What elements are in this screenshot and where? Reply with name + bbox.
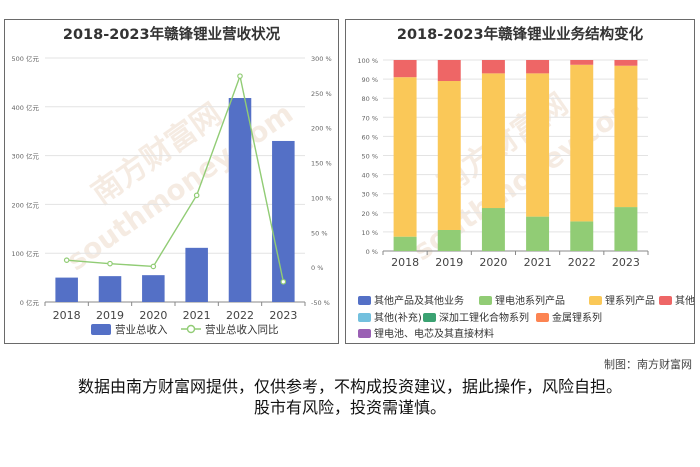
stack-segment (481, 60, 505, 74)
y-right-tick-label: 50 % (311, 229, 328, 237)
y-left-tick-label: 0 亿元 (20, 298, 40, 307)
disclaimer-line2: 股市有风险，投资需谨慎。 (253, 398, 446, 417)
legend-swatch (358, 329, 371, 338)
y-tick-label: 80 % (361, 95, 378, 103)
legend-bar-swatch (91, 324, 111, 335)
stack-segment (481, 73, 505, 209)
yoy-point (150, 263, 157, 270)
y-tick-label: 40 % (361, 172, 378, 180)
y-left-tick-label: 500 亿元 (12, 54, 40, 63)
y-tick-label: 90 % (361, 76, 378, 84)
stack-segment (526, 73, 550, 217)
x-tick-label: 2019 (96, 309, 124, 322)
legend-swatch (536, 313, 549, 322)
legend-label: 深加工锂化合物系列 (439, 311, 529, 324)
yoy-line (66, 73, 285, 282)
legend-swatch (589, 296, 602, 305)
y-tick-label: 0 % (366, 248, 378, 256)
y-tick-label: 50 % (361, 153, 378, 161)
x-tick-label: 2023 (269, 309, 297, 322)
chart-credit: 制图：南方财富网 (604, 358, 692, 371)
legend-label: 金属锂系列 (552, 311, 602, 324)
yoy-point (280, 278, 287, 285)
legend-swatch (479, 296, 492, 305)
legend-label: 锂电池系列产品 (495, 294, 565, 307)
revenue-chart-title: 2018-2023年赣锋锂业营收状况 (62, 27, 281, 43)
revenue-bar (272, 140, 295, 302)
legend-label: 锂系列产品 (605, 294, 655, 307)
y-tick-label: 70 % (361, 114, 378, 122)
legend-label: 锂电池、电芯及其直接材料 (374, 327, 494, 340)
stack-segment (570, 64, 594, 222)
legend-line-label: 营业总收入同比 (205, 323, 279, 336)
y-right-tick-label: 200 % (311, 125, 332, 133)
y-right-tick-label: 250 % (311, 90, 332, 98)
revenue-bar (228, 98, 252, 303)
y-left-tick-label: 300 亿元 (12, 152, 40, 161)
stack-segment (614, 60, 638, 66)
revenue-chart-panel: 2018-2023年赣锋锂业营收状况 南方财富网 southmoney.com 0 … (4, 19, 339, 344)
x-tick-label: 2020 (479, 256, 507, 269)
revenue-bar (55, 277, 78, 302)
x-tick-label: 2022 (568, 256, 596, 269)
revenue-bar (185, 247, 208, 302)
y-left-tick-label: 400 亿元 (12, 103, 40, 112)
stack-segment (570, 60, 594, 65)
x-tick-label: 2023 (612, 256, 640, 269)
yoy-point (237, 73, 243, 79)
yoy-point (107, 260, 113, 267)
legend-label: 其他 (675, 294, 695, 307)
y-right-tick-label: 150 % (311, 160, 332, 168)
y-left-tick-label: 100 亿元 (12, 249, 40, 258)
legend-bar-label: 营业总收入 (115, 323, 168, 336)
stack-segment (526, 60, 550, 74)
stack-segment (393, 77, 417, 237)
y-tick-label: 60 % (361, 133, 378, 141)
x-tick-label: 2020 (139, 309, 167, 322)
legend-swatch (423, 313, 436, 322)
disclaimer-line1: 数据由南方财富网提供，仅供参考，不构成投资建议，据此操作，风险自担。 (77, 377, 622, 396)
x-tick-label: 2018 (53, 309, 81, 322)
legend-swatch (659, 296, 672, 305)
x-tick-label: 2022 (226, 309, 254, 322)
stack-segment (614, 65, 638, 208)
legend-swatch (358, 296, 371, 305)
legend-swatch (358, 313, 371, 322)
stack-segment (393, 60, 417, 78)
y-right-tick-label: -50 % (311, 299, 330, 307)
revenue-bar (98, 276, 122, 302)
revenue-bar (142, 275, 165, 302)
y-right-tick-label: 0 % (311, 264, 323, 272)
y-right-tick-label: 300 % (311, 55, 332, 63)
legend-label: 其他产品及其他业务 (374, 294, 464, 307)
stack-segment (437, 81, 461, 230)
stack-segment (614, 207, 638, 251)
y-tick-label: 100 % (357, 57, 378, 65)
stack-segment (393, 236, 417, 251)
x-tick-label: 2021 (524, 256, 552, 269)
legend-label: 其他(补充) (374, 311, 422, 324)
y-tick-label: 20 % (361, 210, 378, 218)
x-tick-label: 2018 (391, 256, 419, 269)
disclaimer: 数据由南方财富网提供，仅供参考，不构成投资建议，据此操作，风险自担。 股市有风险… (0, 376, 700, 418)
stack-segment (526, 216, 550, 251)
stack-segment (570, 221, 594, 251)
y-right-tick-label: 100 % (311, 194, 332, 202)
y-left-tick-label: 200 亿元 (12, 200, 40, 209)
legend-line-marker (186, 324, 196, 334)
yoy-point (63, 257, 70, 263)
structure-chart-title: 2018-2023年赣锋锂业业务结构变化 (396, 27, 644, 43)
stack-segment (437, 229, 461, 251)
y-tick-label: 10 % (361, 229, 378, 237)
stack-segment (437, 60, 461, 82)
y-tick-label: 30 % (361, 191, 378, 199)
x-tick-label: 2019 (435, 256, 463, 269)
x-tick-label: 2021 (183, 309, 211, 322)
yoy-point (193, 192, 200, 199)
structure-chart-panel: 2018-2023年赣锋锂业业务结构变化 南方财富网southmoney.com… (345, 19, 695, 344)
stack-segment (481, 208, 505, 251)
